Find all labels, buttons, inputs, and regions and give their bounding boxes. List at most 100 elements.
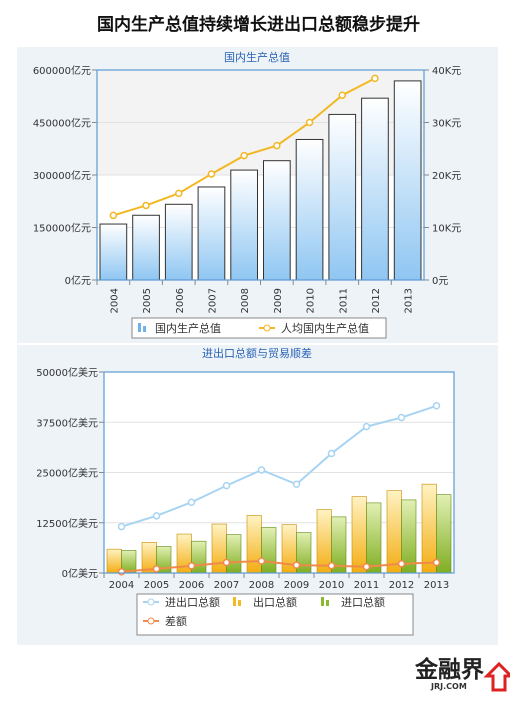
- x-tick-label: 2008: [240, 288, 251, 313]
- bar-export: [211, 523, 227, 574]
- x-tick-label: 2011: [354, 580, 379, 591]
- bar-export: [386, 490, 402, 574]
- bar-gdp: [295, 138, 324, 281]
- legend-label: 差额: [165, 614, 187, 628]
- point-per-capita-gdp: [175, 189, 183, 198]
- y-tick-label: 300000亿元: [33, 169, 91, 182]
- point-trade-balance: [117, 567, 126, 576]
- trade-chart-panel: 进出口总额与贸易顺差 0亿美元 12500亿美元 25000亿美元 37500亿美元 50…: [17, 345, 498, 645]
- x-tick-label: 2005: [142, 288, 153, 313]
- x-tick-label: 2010: [319, 580, 344, 591]
- bar-import: [366, 502, 382, 574]
- point-per-capita-gdp: [371, 74, 379, 83]
- x-tick-label: 2009: [273, 288, 284, 313]
- y-tick-label: 37500亿美元: [36, 416, 98, 429]
- point-trade-balance: [292, 561, 301, 569]
- y-tick-label: 0亿元: [65, 274, 91, 287]
- brand-name: 金融界: [415, 656, 484, 683]
- y2-tick-label: 30K元: [432, 119, 461, 130]
- x-tick-label: 2004: [109, 580, 134, 591]
- legend-item-import: 进口总额: [321, 595, 385, 609]
- series-line-total-trade: [121, 404, 437, 528]
- gdp-chart: 国内生产总值 0亿元 150000亿元 300000亿元 450000亿元 600000亿…: [33, 50, 461, 339]
- point-trade-balance: [362, 563, 371, 571]
- bar-gdp: [361, 97, 389, 281]
- y-tick-label: 150000亿元: [33, 222, 91, 235]
- page-title: 国内生产总值持续增长进出口总额稳步提升: [97, 15, 420, 35]
- point-total-trade: [327, 449, 336, 458]
- x-tick-label: 2009: [284, 580, 309, 591]
- legend-item-export: 出口总额: [233, 595, 297, 609]
- legend-swatch-bar: [138, 323, 141, 332]
- y-tick-label: 450000亿元: [33, 117, 91, 130]
- x-tick-label: 2012: [389, 580, 414, 591]
- point-per-capita-gdp: [109, 211, 118, 220]
- gdp-chart-panel: 国内生产总值 0亿元 150000亿元 300000亿元 450000亿元 600000亿…: [17, 47, 498, 343]
- legend-item-total-trade: 进出口总额: [143, 595, 220, 609]
- legend-swatch-bar: [143, 326, 146, 332]
- x-tick-label: 2007: [214, 580, 239, 591]
- series-line-trade-balance: [121, 560, 437, 573]
- point-trade-balance: [222, 558, 231, 567]
- bar-export: [246, 515, 262, 574]
- bar-gdp: [328, 113, 357, 281]
- point-total-trade: [222, 481, 231, 490]
- point-trade-balance: [187, 562, 196, 570]
- legend-label: 出口总额: [253, 595, 297, 609]
- bar-gdp: [230, 169, 259, 281]
- bar-import: [261, 527, 277, 574]
- x-tick-label: 2011: [338, 288, 349, 313]
- point-total-trade: [362, 422, 371, 431]
- brand-arrow-icon: [483, 661, 510, 692]
- bar-gdp: [132, 214, 160, 281]
- point-per-capita-gdp: [142, 201, 150, 210]
- x-tick-label: 2007: [207, 288, 218, 313]
- x-tick-label: 2008: [249, 580, 274, 591]
- point-trade-balance: [152, 565, 161, 573]
- point-total-trade: [397, 413, 406, 422]
- point-trade-balance: [432, 558, 441, 567]
- bar-gdp: [164, 203, 193, 281]
- y-tick-label: 25000亿美元: [36, 467, 98, 480]
- point-total-trade: [187, 498, 196, 506]
- point-per-capita-gdp: [305, 118, 314, 127]
- legend-swatch-bar: [321, 597, 324, 606]
- legend-swatch-point: [147, 598, 155, 606]
- y2-tick-label: 0元: [432, 276, 448, 287]
- legend-label: 进口总额: [341, 595, 385, 609]
- point-per-capita-gdp: [240, 151, 248, 160]
- point-per-capita-gdp: [207, 170, 216, 178]
- bar-import: [226, 534, 242, 574]
- y2-tick-label: 40K元: [432, 66, 461, 77]
- legend-label: 人均国内生产总值: [281, 321, 369, 335]
- legend-box: [136, 593, 414, 636]
- y-tick-label: 0亿美元: [62, 567, 98, 580]
- point-trade-balance: [327, 561, 336, 570]
- point-trade-balance: [257, 557, 266, 565]
- y-tick-label: 600000亿元: [33, 64, 91, 77]
- y-tick-label: 12500亿美元: [36, 517, 98, 530]
- x-tick-label: 2013: [424, 580, 449, 591]
- point-total-trade: [257, 466, 266, 474]
- bar-gdp: [263, 160, 291, 281]
- legend-swatch-bar: [238, 600, 241, 606]
- legend-item-trade-balance: 差额: [143, 614, 187, 628]
- x-tick-label: 2004: [109, 288, 120, 313]
- legend-item-gdp: 国内生产总值: [138, 321, 221, 335]
- legend-swatch-point: [263, 324, 271, 332]
- legend-label: 国内生产总值: [155, 321, 221, 335]
- legend-label: 进出口总额: [165, 595, 220, 609]
- point-trade-balance: [397, 559, 406, 568]
- point-total-trade: [152, 512, 161, 520]
- y2-tick-label: 10K元: [432, 224, 461, 235]
- x-tick-label: 2006: [175, 288, 186, 313]
- trade-chart: 进出口总额与贸易顺差 0亿美元 12500亿美元 25000亿美元 37500亿美元 50…: [36, 346, 455, 636]
- bar-export: [351, 496, 367, 574]
- legend-swatch-point: [147, 617, 155, 625]
- bar-gdp: [393, 80, 422, 281]
- y-tick-label: 50000亿美元: [36, 366, 98, 379]
- legend-item-per-capita-gdp: 人均国内生产总值: [259, 321, 369, 335]
- chart-title: 国内生产总值: [224, 50, 290, 64]
- x-tick-label: 2012: [371, 288, 382, 313]
- point-total-trade: [292, 480, 301, 489]
